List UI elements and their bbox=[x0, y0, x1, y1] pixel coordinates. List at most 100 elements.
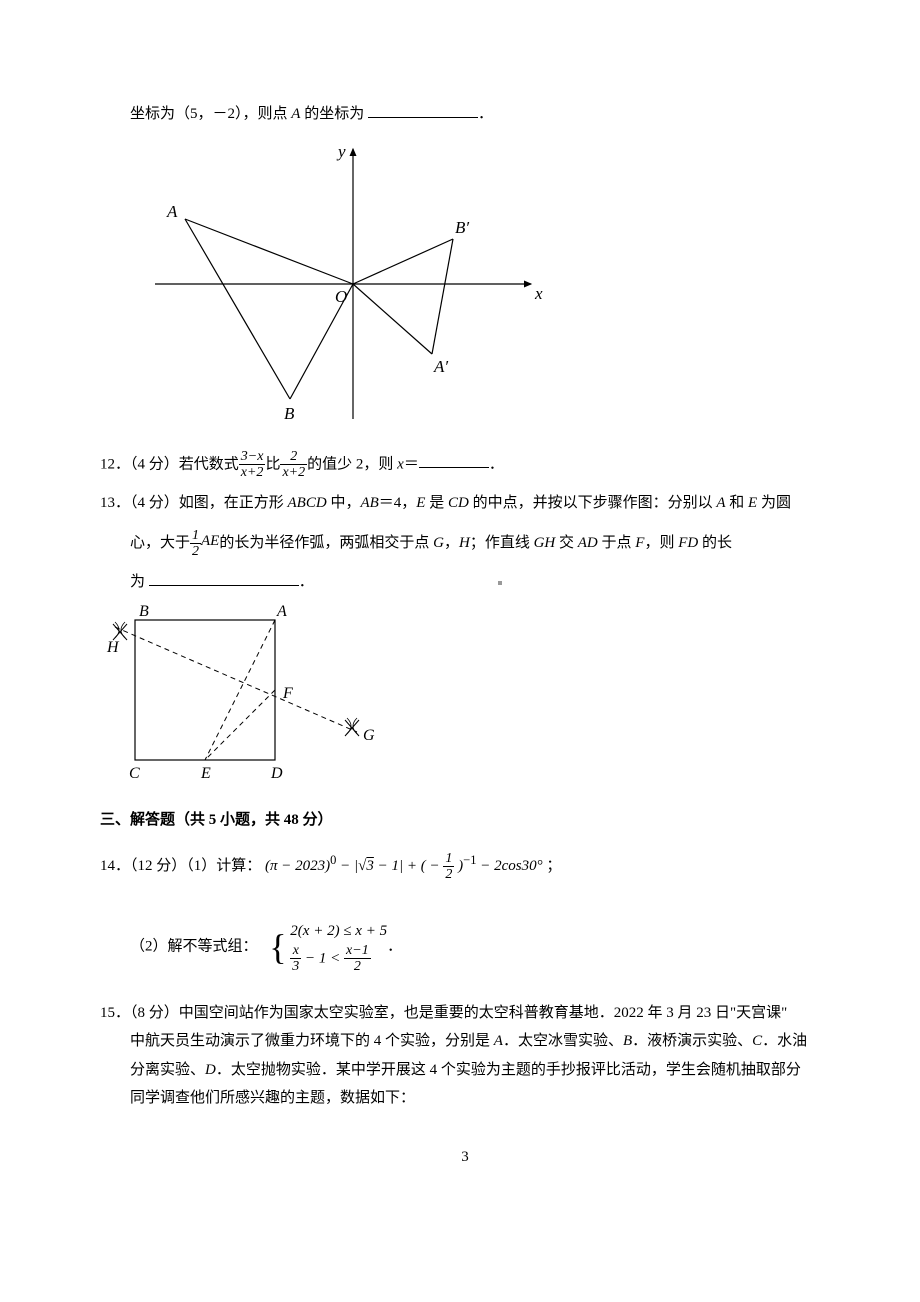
q13-figure: B A H F G C E D bbox=[105, 600, 830, 796]
q15-l2a: 中航天员生动演示了微重力环境下的 4 个实验，分别是 bbox=[130, 1033, 494, 1049]
q13-l1a: 13．（4 分）如图，在正方形 bbox=[100, 495, 288, 511]
q14-sys-frac-r: x−12 bbox=[344, 943, 371, 975]
q13-period: ． bbox=[299, 574, 314, 590]
q12-period: ． bbox=[489, 456, 504, 472]
q13-e2: E bbox=[748, 495, 757, 511]
q15-l3b: ．太空抛物实验．某中学开展这 4 个实验为主题的手抄报评比活动，学生会随机抽取部… bbox=[216, 1062, 801, 1078]
q11-svg: A B B′ A′ O x y bbox=[135, 139, 545, 429]
page-number: 3 bbox=[100, 1143, 830, 1172]
q15-vb: B bbox=[623, 1033, 632, 1049]
q11-figure: A B B′ A′ O x y bbox=[135, 139, 830, 440]
svg-text:G: G bbox=[363, 727, 375, 744]
q11-blank bbox=[368, 102, 478, 118]
q13-l2b: 的长为半径作弧，两弧相交于点 bbox=[219, 535, 433, 551]
q13-h: H bbox=[459, 535, 470, 551]
q12-suffix-b: ＝ bbox=[404, 456, 419, 472]
problem-14: 14．（12 分）（1）计算： (π − 2023)0 − |√3 − 1| +… bbox=[100, 844, 830, 990]
q14-r2lt: x bbox=[290, 943, 301, 959]
svg-text:H: H bbox=[106, 639, 120, 656]
q15-l2b: ．太空冰雪实验、 bbox=[503, 1033, 623, 1049]
q14-period: ． bbox=[387, 939, 402, 955]
q13-l2d: ；作直线 bbox=[470, 535, 534, 551]
svg-text:y: y bbox=[336, 142, 346, 161]
problem-11-continued: 坐标为（5，－2），则点 A 的坐标为 ． bbox=[100, 100, 830, 439]
q13-l2g: ，则 bbox=[644, 535, 678, 551]
q11-text-a: 坐标为（5，－2），则点 bbox=[130, 106, 291, 122]
q14-system-content: 2(x + 2) ≤ x + 5 x3 − 1 < x−12 bbox=[290, 920, 387, 974]
q13-l1b: 中， bbox=[327, 495, 361, 511]
q13-l1g: 为圆 bbox=[757, 495, 791, 511]
q13-frac-top: 1 bbox=[190, 528, 201, 544]
q12-var-x: x bbox=[397, 456, 404, 472]
q15-l2d: ．水油 bbox=[762, 1033, 807, 1049]
q15-va: A bbox=[494, 1033, 503, 1049]
q13-g: G bbox=[433, 535, 444, 551]
q13-l2c: ， bbox=[444, 535, 459, 551]
q13-l1f: 和 bbox=[726, 495, 749, 511]
q14-semicolon: ； bbox=[546, 858, 561, 874]
svg-text:O: O bbox=[335, 287, 347, 306]
q13-a: A bbox=[716, 495, 725, 511]
q14-sys-frac-l: x3 bbox=[290, 943, 301, 975]
q14-system: { 2(x + 2) ≤ x + 5 x3 − 1 < x−12 bbox=[269, 904, 387, 990]
svg-text:E: E bbox=[200, 765, 211, 782]
svg-text:A: A bbox=[276, 603, 287, 620]
q15-line1: 15．（8 分）中国空间站作为国家太空实验室，也是重要的太空科普教育基地．202… bbox=[100, 999, 830, 1028]
q13-fd: FD bbox=[678, 535, 698, 551]
q15-line2: 中航天员生动演示了微重力环境下的 4 个实验，分别是 A．太空冰雪实验、B．液桥… bbox=[100, 1027, 830, 1056]
q11-text: 坐标为（5，－2），则点 A 的坐标为 ． bbox=[100, 100, 830, 129]
q14-f1t: 1 bbox=[443, 851, 454, 867]
q15-line3: 分离实验、D．太空抛物实验．某中学开展这 4 个实验为主题的手抄报评比活动，学生… bbox=[100, 1056, 830, 1085]
q13-l1e: 的中点，并按以下步骤作图：分别以 bbox=[469, 495, 717, 511]
q12-frac1-top: 3−x bbox=[239, 449, 266, 465]
q13-l2e: 交 bbox=[555, 535, 578, 551]
q14-part2: （2）解不等式组： { 2(x + 2) ≤ x + 5 x3 − 1 < x−… bbox=[100, 904, 830, 990]
q15-vc: C bbox=[752, 1033, 762, 1049]
section-3-heading: 三、解答题（共 5 小题，共 48 分） bbox=[100, 806, 830, 835]
q13-l1c: ＝4， bbox=[379, 495, 417, 511]
q14-r2lb: 3 bbox=[290, 959, 301, 974]
problem-15: 15．（8 分）中国空间站作为国家太空实验室，也是重要的太空科普教育基地．202… bbox=[100, 999, 830, 1113]
svg-text:A: A bbox=[166, 202, 178, 221]
q15-l2c: ．液桥演示实验、 bbox=[632, 1033, 752, 1049]
q13-l1d: 是 bbox=[425, 495, 448, 511]
q14-f1b: 2 bbox=[443, 867, 454, 882]
q13-abcd: ABCD bbox=[288, 495, 327, 511]
q13-line1: 13．（4 分）如图，在正方形 ABCD 中，AB＝4，E 是 CD 的中点，并… bbox=[100, 489, 830, 518]
q15-line4: 同学调查他们所感兴趣的主题，数据如下： bbox=[100, 1084, 830, 1113]
q13-ae: AE bbox=[201, 533, 219, 549]
svg-text:x: x bbox=[534, 284, 543, 303]
q12-frac2-bot: x+2 bbox=[280, 465, 307, 480]
q13-line2: 心，大于12AE的长为半径作弧，两弧相交于点 G，H；作直线 GH 交 AD 于… bbox=[100, 527, 830, 559]
svg-text:C: C bbox=[129, 765, 140, 782]
svg-text:D: D bbox=[270, 765, 283, 782]
svg-text:B: B bbox=[284, 404, 295, 423]
gray-dot-icon bbox=[498, 581, 502, 585]
q12-frac1: 3−xx+2 bbox=[239, 449, 266, 481]
q12-frac2: 2x+2 bbox=[280, 449, 307, 481]
q13-l2a: 心，大于 bbox=[130, 535, 190, 551]
q13-l2h: 的长 bbox=[698, 535, 732, 551]
q11-period: ． bbox=[478, 106, 493, 122]
q13-line3: 为 ． bbox=[100, 568, 830, 597]
q14-r2rt: x−1 bbox=[344, 943, 371, 959]
q13-frac-bot: 2 bbox=[190, 544, 201, 559]
q12-frac1-bot: x+2 bbox=[239, 465, 266, 480]
problem-12: 12．（4 分）若代数式3−xx+2比2x+2的值少 2，则 x＝． bbox=[100, 449, 830, 481]
q11-text-b: 的坐标为 bbox=[300, 106, 368, 122]
svg-text:B′: B′ bbox=[455, 218, 469, 237]
q14-r2rb: 2 bbox=[344, 959, 371, 974]
q13-svg: B A H F G C E D bbox=[105, 600, 385, 785]
q15-l3a: 分离实验、 bbox=[130, 1062, 205, 1078]
q12-blank bbox=[419, 452, 489, 468]
q13-blank bbox=[149, 570, 299, 586]
q14-part2-prefix: （2）解不等式组： bbox=[130, 939, 258, 955]
svg-text:A′: A′ bbox=[433, 357, 448, 376]
q13-l2f: 于点 bbox=[598, 535, 636, 551]
q12-suffix-a: 的值少 2，则 bbox=[307, 456, 397, 472]
q13-ad: AD bbox=[578, 535, 598, 551]
problem-13: 13．（4 分）如图，在正方形 ABCD 中，AB＝4，E 是 CD 的中点，并… bbox=[100, 489, 830, 796]
q12-mid1: 比 bbox=[265, 456, 280, 472]
q13-frac: 12 bbox=[190, 528, 201, 560]
brace-icon: { bbox=[269, 904, 286, 990]
